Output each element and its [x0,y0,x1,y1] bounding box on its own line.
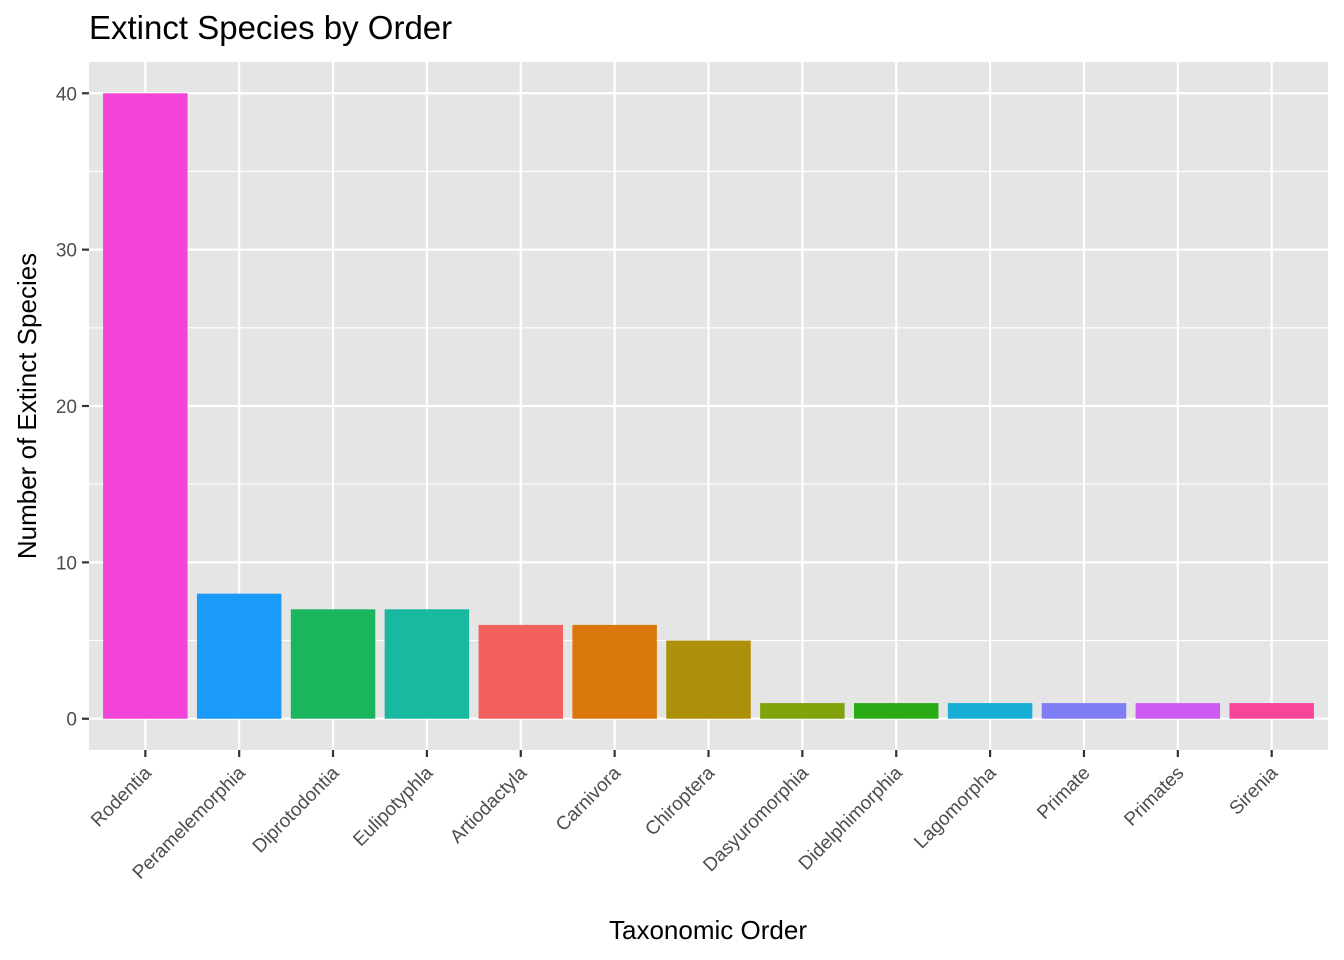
chart-title: Extinct Species by Order [89,9,452,46]
bar-lagomorpha [947,703,1033,719]
x-tick-label: Primate [1033,763,1094,824]
x-tick-label: Lagomorpha [910,762,1001,853]
bar-eulipotyphla [384,609,470,719]
y-axis: 0 10 20 30 40 [56,84,89,731]
x-tick-label: Carnivora [552,762,625,835]
x-tick-label: Sirenia [1226,762,1283,819]
bar-artiodactyla [478,624,564,719]
bar-rodentia [103,93,188,719]
x-axis-title: Taxonomic Order [609,915,807,945]
bar-sirenia [1229,703,1314,719]
y-tick-label: 0 [66,710,77,731]
x-tick-label: Chiroptera [641,762,719,840]
x-tick-label: Didelphimorphia [795,762,907,874]
y-axis-title: Number of Extinct Species [12,253,42,559]
x-tick-label: Eulipotyphla [349,762,437,850]
bar-primates [1135,703,1221,719]
bar-peramelemorphia [196,593,282,719]
bar-primate [1041,703,1127,719]
y-tick-label: 30 [56,241,77,262]
bar-didelphimorphia [853,703,939,719]
bar-dasyuromorphia [760,703,845,719]
x-tick-label: Diprotodontia [249,762,344,857]
x-tick-label: Primates [1120,763,1188,831]
y-tick-label: 20 [56,397,77,418]
bar-carnivora [572,624,657,719]
y-tick-label: 10 [56,553,77,574]
y-tick-label: 40 [56,84,77,105]
bar-diprotodontia [290,609,376,719]
bars [103,93,1314,719]
x-tick-label: Rodentia [87,762,156,831]
bar-chiroptera [666,640,751,719]
x-tick-label: Artiodactyla [446,762,531,847]
